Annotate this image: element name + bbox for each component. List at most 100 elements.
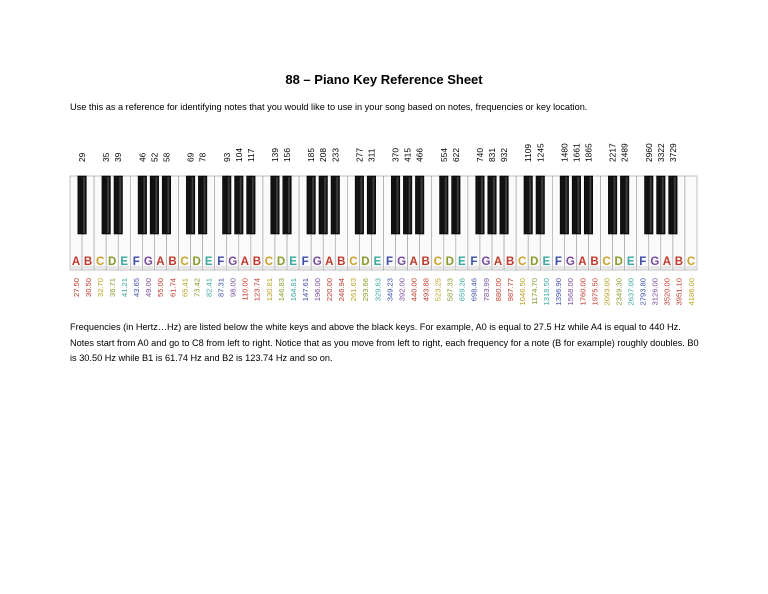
black-key[interactable]: 2489: [620, 143, 630, 235]
white-key-shadow: [396, 266, 407, 269]
black-key-body[interactable]: [77, 175, 87, 235]
black-key[interactable]: 139: [270, 148, 280, 235]
white-key-shadow: [673, 266, 684, 269]
black-key[interactable]: 1245: [535, 143, 545, 235]
black-key-body[interactable]: [330, 175, 340, 235]
black-key-body[interactable]: [282, 175, 292, 235]
black-key-highlight: [565, 177, 568, 233]
black-key-body[interactable]: [571, 175, 581, 235]
black-key[interactable]: 156: [282, 148, 292, 235]
black-key-body[interactable]: [523, 175, 533, 235]
black-key-body[interactable]: [415, 175, 425, 235]
white-key[interactable]: C 4186.00: [684, 175, 698, 305]
black-key-body[interactable]: [318, 175, 328, 235]
black-key[interactable]: 117: [246, 148, 256, 235]
black-key[interactable]: 58: [161, 152, 171, 235]
black-key-body[interactable]: [186, 175, 196, 235]
black-key[interactable]: 277: [354, 148, 364, 235]
white-key-note: E: [289, 256, 297, 268]
black-key-body[interactable]: [270, 175, 280, 235]
black-key[interactable]: 93: [222, 152, 232, 235]
black-key-body[interactable]: [161, 175, 171, 235]
black-key[interactable]: 1865: [583, 143, 594, 235]
black-key[interactable]: 1480: [559, 143, 569, 235]
black-key[interactable]: 1109: [523, 144, 533, 235]
black-key-body[interactable]: [487, 175, 497, 235]
black-key[interactable]: 69: [186, 152, 196, 235]
black-key-body[interactable]: [246, 175, 256, 235]
black-key[interactable]: 2217: [608, 143, 618, 235]
black-key[interactable]: 3322: [656, 143, 666, 235]
white-key-shadow: [456, 266, 467, 269]
black-key-body[interactable]: [559, 175, 569, 235]
white-key-note: D: [108, 256, 116, 268]
white-key-shadow: [312, 266, 323, 269]
black-key[interactable]: 35: [101, 152, 111, 235]
white-key-frequency: 587.33: [446, 278, 455, 301]
black-key-body[interactable]: [403, 175, 413, 235]
black-key[interactable]: 29: [77, 152, 87, 235]
white-key-shadow: [661, 266, 672, 269]
black-key[interactable]: 466: [415, 148, 425, 235]
black-key[interactable]: 52: [149, 152, 159, 235]
black-key-highlight: [83, 177, 85, 233]
black-key[interactable]: 104: [234, 148, 244, 235]
black-key-body[interactable]: [583, 175, 594, 235]
black-key-body[interactable]: [656, 175, 666, 235]
black-key-body[interactable]: [306, 175, 316, 235]
black-key-body[interactable]: [137, 175, 147, 235]
black-key[interactable]: 1661: [571, 143, 581, 235]
black-key[interactable]: 740: [475, 148, 485, 235]
white-key-shadow: [167, 266, 178, 269]
black-key-body[interactable]: [222, 175, 232, 235]
black-key-body[interactable]: [149, 175, 159, 235]
black-key-body[interactable]: [451, 175, 461, 235]
black-key[interactable]: 46: [137, 152, 147, 235]
black-key-body[interactable]: [535, 175, 545, 235]
black-key-body[interactable]: [391, 175, 401, 235]
black-key-body[interactable]: [113, 175, 123, 235]
black-key-body[interactable]: [499, 175, 509, 235]
black-key[interactable]: 78: [198, 152, 208, 235]
black-key[interactable]: 185: [306, 148, 316, 235]
black-key[interactable]: 831: [487, 148, 497, 235]
black-key[interactable]: 415: [403, 148, 413, 235]
white-key-frequency: 1760.00: [578, 278, 587, 305]
white-key-frequency: 440.00: [409, 278, 418, 301]
black-key-body[interactable]: [668, 175, 678, 235]
black-key-highlight: [372, 177, 375, 233]
black-key-highlight: [143, 177, 146, 233]
black-key[interactable]: 932: [499, 148, 509, 235]
black-key[interactable]: 39: [113, 152, 123, 235]
black-key[interactable]: 554: [439, 148, 449, 235]
black-key[interactable]: 2960: [644, 143, 654, 235]
black-key-frequency: 932: [499, 148, 509, 162]
white-key-shadow: [468, 266, 479, 269]
white-key-note: F: [386, 256, 393, 268]
black-key-body[interactable]: [366, 175, 376, 235]
black-key-body[interactable]: [198, 175, 208, 235]
black-key-body[interactable]: [608, 175, 618, 235]
black-key-highlight: [191, 177, 194, 233]
black-key[interactable]: 3729: [668, 143, 678, 235]
black-key[interactable]: 208: [318, 148, 328, 235]
black-key-body[interactable]: [439, 175, 449, 235]
white-key-frequency: 82.41: [204, 278, 213, 297]
white-key-note: A: [409, 256, 417, 268]
black-key-body[interactable]: [620, 175, 630, 235]
white-key-frequency: 3520.00: [663, 278, 672, 305]
black-key-body[interactable]: [101, 175, 111, 235]
black-key[interactable]: 622: [451, 148, 461, 235]
white-key-body[interactable]: [684, 175, 698, 271]
black-key-body[interactable]: [354, 175, 364, 235]
black-key[interactable]: 311: [366, 148, 376, 235]
piano-keyboard: A 27.50 B 30.50 C 32.70 D 36.71 E 41.21 F 43.65 G 49.…: [69, 143, 698, 305]
black-key[interactable]: 370: [391, 148, 401, 235]
black-key-body[interactable]: [475, 175, 485, 235]
white-key-note: G: [566, 256, 575, 268]
white-key-frequency: 196.00: [313, 278, 322, 301]
black-key-body[interactable]: [234, 175, 244, 235]
white-key-frequency: 73.42: [192, 278, 201, 297]
black-key-body[interactable]: [644, 175, 654, 235]
black-key[interactable]: 233: [330, 148, 340, 235]
